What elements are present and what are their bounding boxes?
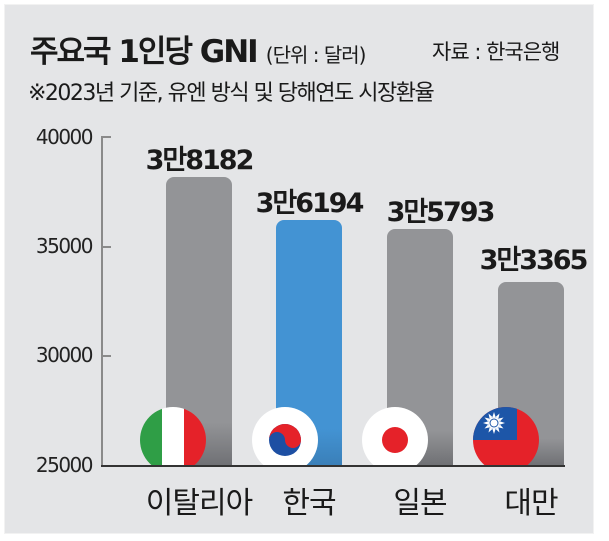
value-label: 3만3365: [479, 245, 589, 276]
category-label: 한국: [282, 486, 336, 521]
y-tick-label: 40000: [35, 125, 94, 149]
title-row: 주요국 1인당 GNI (단위 : 달러): [30, 26, 367, 71]
y-tick-label: 25000: [35, 453, 94, 477]
value-label: 3만8182: [145, 145, 255, 176]
unit-label: (단위 : 달러): [265, 43, 367, 67]
category-label: 일본: [393, 486, 447, 521]
japan-flag-icon: [362, 407, 428, 466]
y-tick-label: 35000: [35, 234, 94, 258]
value-label: 3만6194: [255, 188, 365, 219]
value-label: 3만5793: [386, 197, 496, 228]
y-tick: [101, 136, 111, 138]
category-label: 대만: [504, 486, 558, 521]
taiwan-flag-icon: [473, 407, 539, 466]
korea-flag-icon: [252, 407, 318, 466]
italy-flag-icon: [140, 407, 206, 466]
y-tick: [101, 355, 111, 357]
category-label: 이탈리아: [145, 486, 253, 521]
y-tick-label: 30000: [35, 343, 94, 367]
source-label: 자료 : 한국은행: [432, 40, 560, 64]
y-axis: [101, 137, 103, 467]
x-axis-baseline: [101, 465, 565, 467]
chart-subtitle: ※2023년 기준, 유엔 방식 및 당해연도 시장환율: [28, 81, 435, 106]
y-tick: [101, 246, 111, 248]
chart-title: 주요국 1인당 GNI: [30, 34, 259, 70]
